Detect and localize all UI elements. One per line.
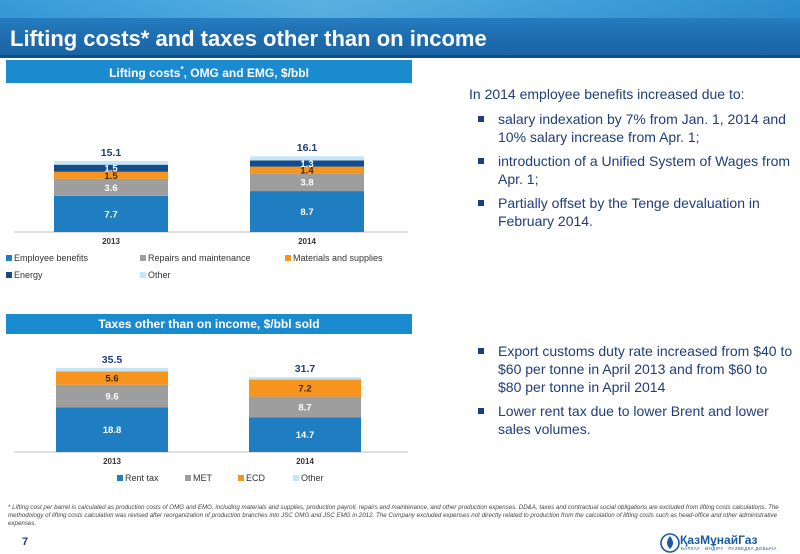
bar-segment — [250, 191, 364, 232]
chart1-title-bar: Lifting costs*, OMG and EMG, $/bbl — [6, 60, 412, 83]
chart2-title-bar: Taxes other than on income, $/bbl sold — [6, 314, 412, 334]
total-label: 15.1 — [101, 147, 122, 159]
bar-segment — [54, 160, 168, 165]
logo-wordmark: ҚазМұнайГаз — [680, 533, 758, 547]
bar-segment — [249, 417, 361, 452]
bar-segment — [56, 407, 168, 452]
data-label: 3.8 — [300, 178, 313, 189]
legend-swatch — [293, 475, 299, 481]
logo-tagline: БАРЛАУ · ӨНДІРУ · РАЗВЕДКА ДОБЫЧА — [681, 546, 777, 551]
legend-swatch — [140, 272, 146, 278]
legend-label: Materials and supplies — [293, 253, 383, 263]
category-tick-label: 2013 — [103, 457, 121, 466]
legend-swatch — [185, 475, 191, 481]
data-label: 1.5 — [104, 164, 118, 175]
bullet-marker-icon — [478, 158, 484, 164]
footnote: * Lifting cost per barrel is calculated … — [8, 504, 779, 527]
data-label: 8.7 — [298, 402, 311, 413]
legend-swatch — [117, 475, 123, 481]
legend-label: Rent tax — [125, 473, 159, 483]
bullets-top: salary indexation by 7% from Jan. 1, 201… — [476, 110, 794, 236]
legend-swatch — [140, 255, 146, 261]
legend-swatch — [6, 255, 12, 261]
bar-segment — [54, 195, 168, 232]
total-label: 31.7 — [295, 363, 316, 375]
data-label: 9.6 — [105, 392, 118, 403]
legend-label: ECD — [246, 473, 266, 483]
bullets-bottom: Export customs duty rate increased from … — [476, 342, 794, 444]
legend-swatch — [285, 255, 291, 261]
bar-segment — [250, 160, 364, 167]
data-label: 18.8 — [103, 425, 122, 436]
chart1-title-main: Lifting costs — [109, 66, 181, 80]
taxes-chart: 18.8 9.6 5.6 35.5 2013 14.7 8.7 7.2 31.7 2014 Rent… — [14, 354, 408, 483]
bullet-item: salary indexation by 7% from Jan. 1, 201… — [476, 110, 794, 146]
bar-segment — [250, 166, 364, 174]
chart1-title-sup: * — [180, 65, 184, 74]
data-label: 14.7 — [296, 430, 315, 441]
bar-segment — [250, 156, 364, 161]
legend-label: Other — [301, 473, 324, 483]
bullet-item: Partially offset by the Tenge devaluatio… — [476, 194, 794, 230]
bar-segment — [54, 164, 168, 172]
bullet-item: Lower rent tax due to lower Brent and lo… — [476, 402, 794, 438]
bar-segment — [54, 171, 168, 179]
bullet-marker-icon — [478, 116, 484, 122]
category-tick-label: 2014 — [298, 237, 316, 246]
legend-label: Energy — [14, 270, 43, 280]
data-label: 1.4 — [300, 165, 314, 176]
bar-segment — [249, 376, 361, 380]
data-label: 8.7 — [300, 207, 313, 218]
header-highlight — [0, 0, 800, 18]
header-rule — [0, 55, 800, 58]
bar-segment — [56, 371, 168, 385]
slide-title: Lifting costs* and taxes other than on i… — [10, 26, 487, 51]
chart1-title-rest: , OMG and EMG, $/bbl — [183, 66, 309, 80]
legend-label: Repairs and maintenance — [148, 253, 251, 263]
total-label: 35.5 — [102, 354, 123, 366]
bar-segment — [56, 367, 168, 372]
data-label: 3.6 — [104, 183, 117, 194]
category-tick-label: 2014 — [296, 457, 314, 466]
intro-text: In 2014 employee benefits increased due … — [469, 86, 745, 102]
bullet-marker-icon — [478, 348, 484, 354]
total-label: 16.1 — [297, 142, 318, 154]
legend-swatch — [238, 475, 244, 481]
chart2-title: Taxes other than on income, $/bbl sold — [98, 317, 320, 331]
legend-label: MET — [193, 473, 213, 483]
category-tick-label: 2013 — [102, 237, 120, 246]
legend-swatch — [6, 272, 12, 278]
bullet-marker-icon — [478, 200, 484, 206]
bar-segment — [250, 173, 364, 192]
bar-segment — [54, 178, 168, 196]
data-label: 5.6 — [105, 374, 118, 385]
data-label: 7.7 — [104, 209, 117, 220]
legend-label: Employee benefits — [14, 253, 89, 263]
kazmunaigas-logo-icon — [660, 533, 680, 553]
data-label: 1.3 — [300, 159, 313, 170]
bar-segment — [249, 396, 361, 418]
data-label: 1.5 — [104, 171, 118, 182]
bar-segment — [249, 379, 361, 397]
legend-label: Other — [148, 270, 171, 280]
data-label: 7.2 — [298, 384, 311, 395]
bullet-item: Export customs duty rate increased from … — [476, 342, 794, 396]
lifting-costs-chart: 7.73.61.51.515.120138.73.81.41.316.12014… — [6, 142, 408, 280]
page-number: 7 — [22, 536, 29, 548]
bullet-item: introduction of a Unified System of Wage… — [476, 152, 794, 188]
bullet-marker-icon — [478, 408, 484, 414]
bar-segment — [56, 384, 168, 408]
